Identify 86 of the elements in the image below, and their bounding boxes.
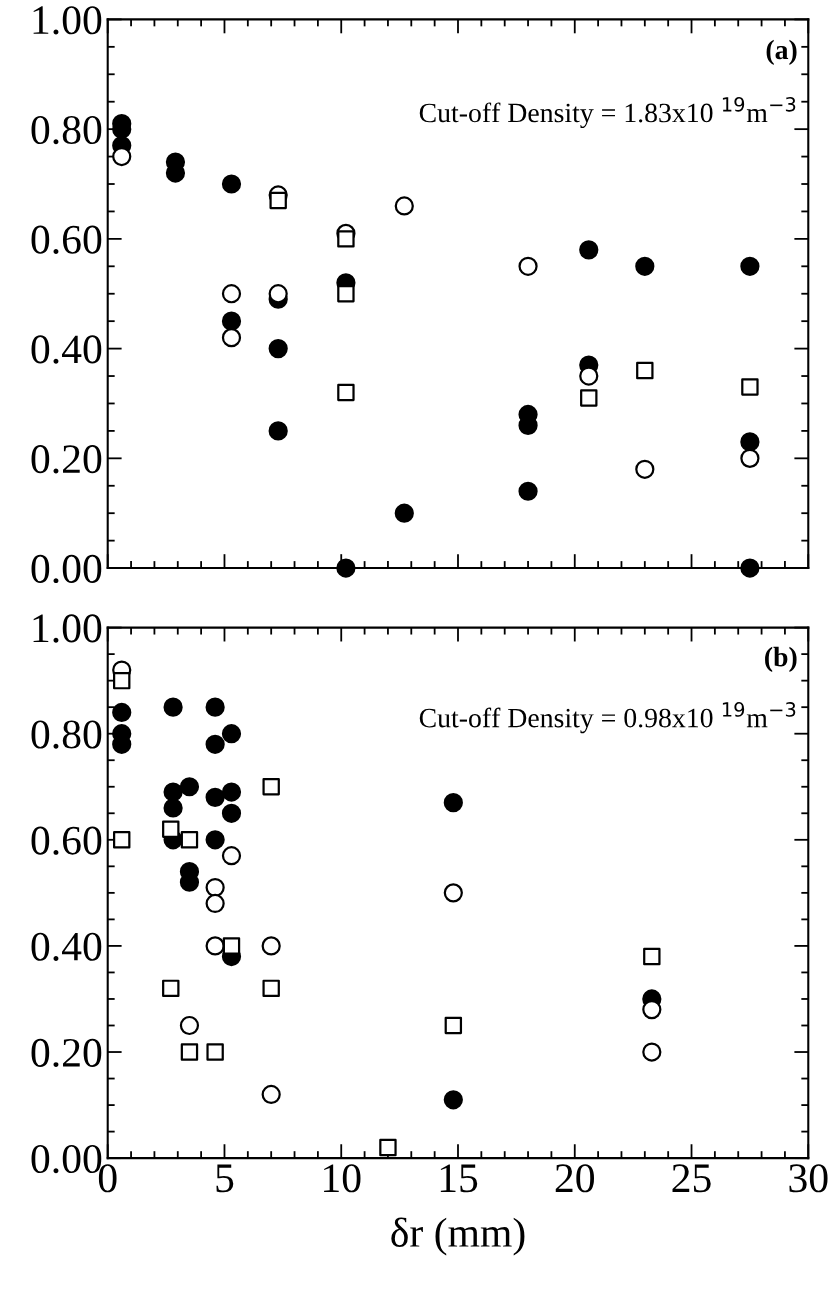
- y-tick-label: 0.40: [31, 335, 102, 364]
- point: [741, 378, 759, 396]
- point: [740, 448, 760, 468]
- y-tick-label: 0.80: [31, 115, 102, 145]
- point: [518, 481, 538, 501]
- point: [261, 1084, 281, 1105]
- point: [221, 782, 242, 802]
- point: [222, 937, 241, 955]
- point: [379, 1138, 397, 1157]
- annotation: (b): [765, 646, 797, 673]
- x-tick-label: 5: [216, 1164, 234, 1193]
- x-tick-label: 15: [440, 1164, 478, 1193]
- point: [518, 256, 538, 276]
- point: [221, 284, 242, 304]
- point: [221, 846, 242, 866]
- point: [221, 174, 242, 194]
- y-tick-label: 0.40: [31, 932, 102, 961]
- point: [580, 389, 598, 407]
- point: [643, 947, 661, 966]
- point: [337, 285, 355, 303]
- point: [642, 999, 662, 1020]
- y-tick-label: 1.00: [33, 6, 102, 35]
- y-tick-label: 0.80: [31, 720, 102, 749]
- point: [206, 1043, 224, 1061]
- point: [221, 328, 242, 348]
- point: [205, 877, 225, 898]
- point: [205, 936, 225, 956]
- point: [337, 383, 355, 402]
- y-tick-label: 0.60: [31, 826, 102, 855]
- point: [163, 697, 183, 717]
- point: [261, 936, 281, 956]
- point: [205, 734, 225, 754]
- point: [268, 421, 288, 441]
- point: [162, 979, 180, 998]
- point: [740, 432, 760, 452]
- point: [205, 787, 225, 807]
- point: [268, 284, 288, 304]
- point: [205, 893, 225, 914]
- point: [740, 256, 760, 276]
- point: [113, 671, 131, 690]
- y-tick-label: 0.60: [31, 225, 102, 254]
- point: [443, 883, 463, 903]
- point: [444, 1016, 463, 1035]
- annotation: (a): [766, 39, 797, 65]
- point: [336, 558, 356, 578]
- y-tick-label: 0.00: [31, 554, 102, 584]
- point: [205, 830, 225, 850]
- point: [163, 798, 183, 818]
- x-tick-label: 10: [324, 1164, 361, 1193]
- x-tick-label: 20: [555, 1164, 594, 1193]
- point: [205, 697, 225, 717]
- point: [112, 146, 132, 167]
- annotation: Cut-off Density = 0.98x10 $^{19}$m$^{−3}$: [419, 702, 796, 734]
- point: [180, 1043, 199, 1061]
- x-axis-title: δr (mm): [391, 1217, 525, 1256]
- point: [262, 778, 280, 796]
- point: [636, 361, 654, 380]
- point: [394, 196, 414, 216]
- point: [179, 777, 200, 797]
- point: [579, 366, 599, 386]
- point: [740, 558, 760, 578]
- point: [113, 831, 131, 849]
- point: [221, 803, 242, 823]
- point: [179, 1015, 200, 1036]
- point: [268, 338, 288, 359]
- point: [579, 240, 599, 260]
- point: [262, 979, 280, 998]
- annotation: Cut-off Density = 1.83x10 $^{19}$m$^{−3}$: [419, 96, 796, 129]
- point: [337, 230, 355, 248]
- y-tick-label: 1.00: [33, 614, 102, 643]
- point: [180, 831, 199, 849]
- point: [221, 311, 242, 331]
- x-tick-label: 30: [789, 1164, 828, 1193]
- point: [635, 256, 655, 276]
- point: [642, 1042, 662, 1062]
- point: [162, 820, 180, 838]
- point: [394, 503, 414, 523]
- y-tick-label: 0.20: [31, 445, 102, 474]
- point: [443, 1090, 463, 1110]
- point: [635, 459, 655, 479]
- point: [112, 702, 132, 723]
- point: [269, 191, 287, 210]
- point: [443, 793, 463, 813]
- x-tick-label: 25: [672, 1164, 711, 1193]
- y-tick-label: 0.20: [31, 1038, 102, 1068]
- point: [221, 724, 242, 744]
